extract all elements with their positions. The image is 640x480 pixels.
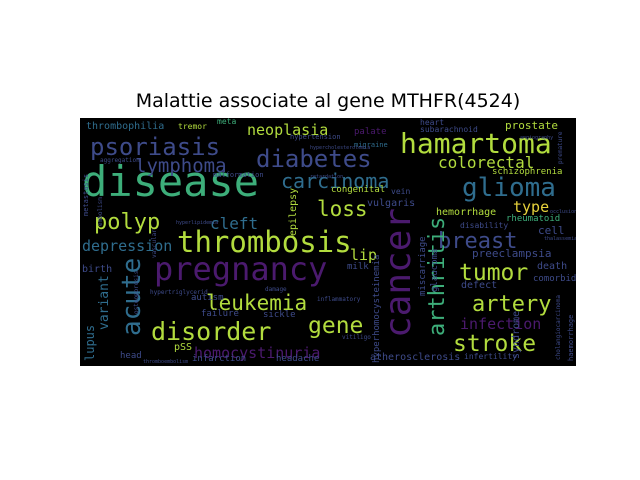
cloud-word-glaucoma: glaucoma bbox=[430, 249, 440, 292]
cloud-word-hamartoma: hamartoma bbox=[400, 127, 552, 160]
cloud-word-infarction: infarction bbox=[192, 354, 246, 364]
cloud-word-vulgaris: vulgaris bbox=[367, 198, 415, 209]
cloud-word-death: death bbox=[537, 261, 567, 272]
cloud-word-congenital: congenital bbox=[331, 185, 385, 195]
cloud-word-hyperlipidemia: hyperlipidemia bbox=[176, 220, 218, 226]
cloud-word-colorectal: colorectal bbox=[438, 153, 534, 172]
cloud-word-vitiligo: vitiligo bbox=[342, 334, 371, 341]
cloud-word-prostate: prostate bbox=[505, 119, 558, 132]
cloud-word-cancer: cancer bbox=[378, 208, 419, 338]
cloud-word-malformation: malformation bbox=[213, 171, 264, 179]
cloud-word-cleft: cleft bbox=[210, 214, 258, 233]
cloud-word-disorder: disorder bbox=[151, 317, 271, 346]
cloud-word-heart: heart bbox=[420, 118, 444, 127]
cloud-word-hypertriglycerid: hypertriglycerid bbox=[150, 289, 208, 296]
cloud-word-migraine: migraine bbox=[354, 141, 388, 149]
word-cloud: disease thrombosis pregnancy cancer hamartom… bbox=[80, 118, 576, 366]
cloud-word-neoplasia: neoplasia bbox=[247, 121, 328, 139]
cloud-word-milk: milk bbox=[347, 262, 369, 272]
cloud-word-pregnancy: pregnancy bbox=[154, 250, 327, 288]
cloud-word-hemorrhage: hemorrhage bbox=[436, 207, 496, 218]
cloud-word-thalassemia: thalassemia bbox=[544, 236, 576, 242]
cloud-word-osteoporosis: osteoporosis bbox=[133, 270, 140, 314]
cloud-word-birth: birth bbox=[82, 264, 112, 275]
cloud-word-breast: breast bbox=[438, 229, 517, 254]
cloud-word-type: type bbox=[513, 198, 549, 216]
cloud-word-comorbid: comorbid bbox=[533, 274, 576, 284]
cloud-word-rheumatoid: rheumatoid bbox=[506, 214, 560, 224]
cloud-word-retardation: retardation bbox=[310, 174, 343, 180]
cloud-word-failure: failure bbox=[201, 309, 239, 319]
cloud-word-stroke: stroke bbox=[453, 331, 536, 357]
cloud-word-arthritis: arthritis bbox=[425, 217, 450, 336]
cloud-word-variant: variant bbox=[97, 275, 112, 330]
cloud-word-vein: vein bbox=[391, 187, 410, 196]
cloud-word-acute: acute bbox=[117, 258, 147, 336]
cloud-word-syndrome: syndrome bbox=[511, 311, 522, 359]
cloud-word-lymphoma: lymphoma bbox=[135, 155, 227, 177]
cloud-word-subarachnoid: subarachnoid bbox=[420, 125, 478, 134]
cloud-word-atherosclerosis: atherosclerosis bbox=[370, 352, 460, 363]
cloud-word-damage: damage bbox=[265, 286, 287, 293]
cloud-word-preeclampsia: preeclampsia bbox=[472, 247, 551, 260]
cloud-word-artery: artery bbox=[472, 292, 551, 317]
cloud-word-homocystinuria: homocystinuria bbox=[194, 344, 320, 362]
cloud-word-palate: palate bbox=[354, 127, 387, 137]
cloud-word-vascular: vascular bbox=[151, 229, 158, 258]
cloud-word-thromboembolism: thromboembolism bbox=[143, 359, 188, 365]
cloud-word-cell: cell bbox=[538, 224, 565, 237]
cloud-word-head: head bbox=[120, 351, 142, 361]
cloud-word-defect: defect bbox=[461, 280, 497, 291]
chart-title: Malattie associate al gene MTHFR(4524) bbox=[135, 90, 521, 112]
cloud-word-aggregation: aggregation bbox=[100, 157, 140, 164]
cloud-word-embolism: embolism bbox=[97, 197, 104, 226]
cloud-word-thrombosis: thrombosis bbox=[177, 225, 352, 259]
cloud-word-hyperhomocysteinemia: hyperhomocysteinemia bbox=[372, 255, 382, 363]
cloud-word-thrombophilia: thrombophilia bbox=[86, 121, 164, 132]
cloud-word-haemorrhage: haemorrhage bbox=[567, 315, 575, 361]
cloud-word-lip: lip bbox=[350, 246, 377, 264]
cloud-word-occlusion: occlusion bbox=[550, 209, 576, 215]
cloud-word-polyp: polyp bbox=[94, 210, 160, 235]
cloud-word-autism: autism bbox=[191, 293, 224, 303]
cloud-word-disease: disease bbox=[82, 157, 259, 206]
cloud-word-disability: disability bbox=[460, 221, 508, 230]
cloud-word-diabetes: diabetes bbox=[256, 145, 372, 173]
cloud-word-hypertension: hypertension bbox=[290, 133, 341, 141]
cloud-word-depression: depression bbox=[82, 237, 172, 255]
cloud-word-hypercholesterolemia: hypercholesterolemia bbox=[310, 145, 370, 151]
cloud-word-epilepsy: epilepsy bbox=[288, 188, 299, 236]
cloud-word-carcinoma: carcinoma bbox=[281, 169, 389, 193]
cloud-word-inflammatory: inflammatory bbox=[317, 296, 361, 303]
cloud-word-pss: pSS bbox=[174, 342, 192, 353]
cloud-word-miscarriage: miscarriage bbox=[418, 236, 428, 296]
cloud-word-premature: premature bbox=[557, 131, 564, 164]
cloud-word-gene: gene bbox=[308, 313, 363, 339]
cloud-word-headache: headache bbox=[276, 354, 319, 364]
cloud-word-loss: loss bbox=[317, 197, 368, 221]
cloud-word-metastasis: metastasis bbox=[82, 174, 90, 216]
cloud-word-meta: meta bbox=[217, 118, 236, 126]
cloud-word-schizophrenia: schizophrenia bbox=[492, 167, 562, 177]
cloud-word-lupus: lupus bbox=[83, 325, 97, 361]
cloud-word-tremor: tremor bbox=[178, 122, 207, 131]
cloud-word-leukemia: leukemia bbox=[206, 291, 307, 315]
cloud-word-angiography: angiography bbox=[520, 135, 553, 141]
cloud-word-cholangiocarcinoma: cholangiocarcinoma bbox=[555, 295, 562, 360]
cloud-word-tumor: tumor bbox=[459, 260, 528, 286]
cloud-word-psoriasis: psoriasis bbox=[90, 133, 220, 161]
cloud-word-infertility: infertility bbox=[464, 352, 517, 361]
cloud-word-infection: infection bbox=[460, 315, 541, 333]
cloud-word-glioma: glioma bbox=[462, 173, 556, 203]
cloud-word-sickle: sickle bbox=[263, 310, 296, 320]
